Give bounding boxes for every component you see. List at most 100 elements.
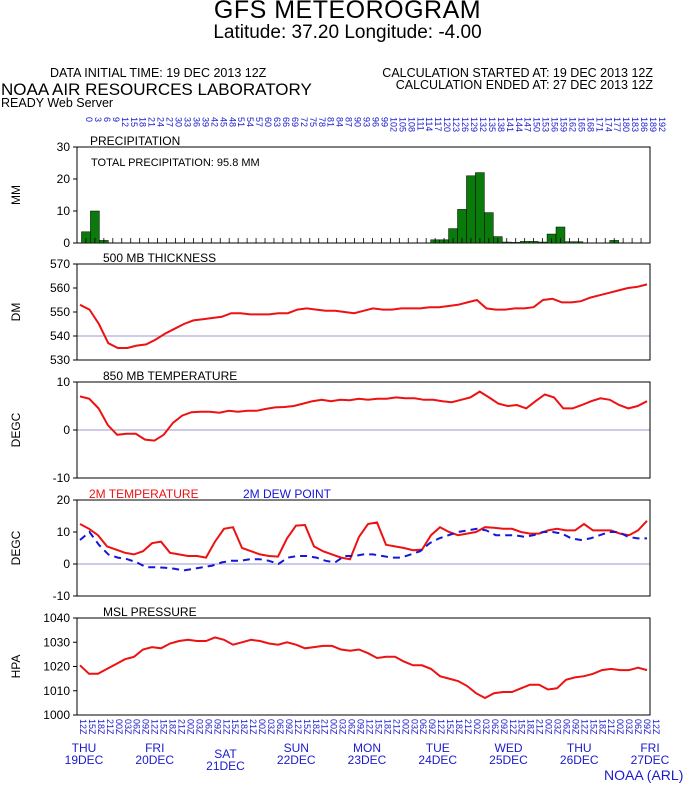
calculation-ended: CALCULATION ENDED AT: 27 DEC 2013 12Z bbox=[395, 78, 653, 92]
y-tick-label: 0 bbox=[63, 423, 70, 437]
precip-bar bbox=[475, 172, 485, 244]
forecast-hour-label: 114 bbox=[424, 117, 434, 131]
date-label: 21DEC bbox=[206, 759, 245, 773]
day-of-week-label: THU bbox=[72, 741, 97, 755]
precip-bar bbox=[457, 209, 467, 244]
forecast-hour-label: 120 bbox=[442, 117, 452, 132]
forecast-hour-label: 75 bbox=[308, 117, 318, 127]
hour-label: 15Z bbox=[445, 719, 455, 735]
y-tick-label: 30 bbox=[57, 140, 71, 154]
y-tick-label: 10 bbox=[57, 525, 71, 539]
noaa-credit: NOAA (ARL) bbox=[604, 767, 684, 783]
hour-label: 21Z bbox=[391, 719, 401, 735]
forecast-hour-label: 78 bbox=[317, 117, 327, 127]
forecast-hour-label: 144 bbox=[514, 117, 524, 132]
hour-label: 09Z bbox=[499, 719, 509, 735]
date-label: 20DEC bbox=[135, 753, 174, 767]
date-label: 26DEC bbox=[560, 753, 599, 767]
date-label: 25DEC bbox=[489, 753, 528, 767]
time-axis: 12Z15Z18Z21Z00Z03Z06Z09Z12Z15Z18Z21Z00Z0… bbox=[78, 719, 661, 735]
hour-label: 03Z bbox=[553, 719, 563, 735]
y-tick-label: 20 bbox=[57, 493, 71, 507]
forecast-hour-label: 33 bbox=[182, 117, 192, 127]
server-name: READY Web Server bbox=[1, 96, 114, 110]
hour-label: 09Z bbox=[356, 719, 366, 735]
y-tick-label: -10 bbox=[53, 589, 71, 603]
panel-title: 850 MB TEMPERATURE bbox=[103, 369, 237, 383]
hour-label: 21Z bbox=[176, 719, 186, 735]
hour-label: 06Z bbox=[561, 719, 571, 735]
forecast-hour-label: 12 bbox=[120, 117, 130, 127]
hour-label: 18Z bbox=[382, 719, 392, 735]
forecast-hour-label: 90 bbox=[353, 117, 363, 127]
total-precipitation-label: TOTAL PRECIPITATION: 95.8 MM bbox=[91, 157, 260, 169]
hour-label: 09Z bbox=[284, 719, 294, 735]
forecast-hour-label: 6 bbox=[102, 117, 112, 122]
forecast-hour-label: 156 bbox=[550, 117, 560, 132]
forecast-hour-label: 81 bbox=[326, 117, 336, 127]
hour-label: 21Z bbox=[105, 719, 115, 735]
forecast-hour-label: 150 bbox=[532, 117, 542, 132]
hour-label: 21Z bbox=[320, 719, 330, 735]
hour-label: 03Z bbox=[123, 719, 133, 735]
hour-label: 06Z bbox=[132, 719, 142, 735]
panel-frame bbox=[76, 263, 651, 361]
forecast-hour-label: 177 bbox=[612, 117, 622, 132]
hour-label: 18Z bbox=[311, 719, 321, 735]
hour-label: 12Z bbox=[436, 719, 446, 735]
series-line-2m-dew-point bbox=[79, 527, 647, 572]
forecast-hour-label: 183 bbox=[630, 117, 640, 132]
y-tick-label: 1000 bbox=[43, 708, 70, 722]
hour-label: 21Z bbox=[606, 719, 616, 735]
y-tick-label: 540 bbox=[50, 329, 70, 343]
y-tick-label: -10 bbox=[53, 471, 71, 485]
forecast-hour-label: 0 bbox=[84, 117, 94, 122]
y-axis-label: HPA bbox=[9, 655, 23, 679]
series-line-panel2 bbox=[79, 283, 648, 349]
hour-label: 00Z bbox=[544, 719, 554, 735]
forecast-hour-label: 30 bbox=[174, 117, 184, 127]
hour-label: 00Z bbox=[329, 719, 339, 735]
precip-bar bbox=[466, 175, 476, 244]
hour-label: 03Z bbox=[481, 719, 491, 735]
panel-3: -10 0 10 DEGC 850 MB TEMPERATURE bbox=[9, 369, 651, 485]
forecast-hour-axis: 0369121518212427303336394245485154576063… bbox=[84, 117, 667, 132]
hour-label: 15Z bbox=[588, 719, 598, 735]
hour-label: 09Z bbox=[141, 719, 151, 735]
y-tick-label: 0 bbox=[63, 557, 70, 571]
hour-label: 06Z bbox=[418, 719, 428, 735]
forecast-hour-label: 168 bbox=[585, 117, 595, 132]
forecast-hour-label: 24 bbox=[156, 117, 166, 127]
date-label: 23DEC bbox=[348, 753, 387, 767]
y-tick-label: 0 bbox=[63, 236, 70, 250]
forecast-hour-label: 84 bbox=[335, 117, 345, 127]
y-tick-label: 560 bbox=[50, 281, 70, 295]
hour-label: 09Z bbox=[642, 719, 652, 735]
day-of-week-label: TUE bbox=[426, 741, 450, 755]
y-tick-label: 1030 bbox=[43, 635, 70, 649]
hour-label: 03Z bbox=[194, 719, 204, 735]
hour-label: 09Z bbox=[427, 719, 437, 735]
hour-label: 15Z bbox=[373, 719, 383, 735]
series-line-2m-temperature bbox=[79, 520, 648, 561]
day-of-week-label: WED bbox=[495, 741, 523, 755]
legend-dewpoint: 2M DEW POINT bbox=[243, 487, 332, 501]
hour-label: 00Z bbox=[257, 719, 267, 735]
forecast-hour-label: 69 bbox=[290, 117, 300, 127]
forecast-hour-label: 99 bbox=[379, 117, 389, 127]
hour-label: 12Z bbox=[150, 719, 160, 735]
forecast-hour-label: 21 bbox=[147, 117, 157, 127]
forecast-hour-label: 15 bbox=[129, 117, 139, 127]
hour-label: 12Z bbox=[365, 719, 375, 735]
day-of-week-label: THU bbox=[567, 741, 592, 755]
hour-label: 18Z bbox=[597, 719, 607, 735]
forecast-hour-label: 153 bbox=[541, 117, 551, 132]
hour-label: 18Z bbox=[96, 719, 106, 735]
y-axis-label: MM bbox=[9, 185, 23, 205]
y-axis-label: DEGC bbox=[9, 530, 23, 565]
forecast-hour-label: 51 bbox=[236, 117, 246, 127]
laboratory-name: NOAA AIR RESOURCES LABORATORY bbox=[1, 80, 312, 99]
forecast-hour-label: 27 bbox=[165, 117, 175, 127]
hour-label: 18Z bbox=[454, 719, 464, 735]
